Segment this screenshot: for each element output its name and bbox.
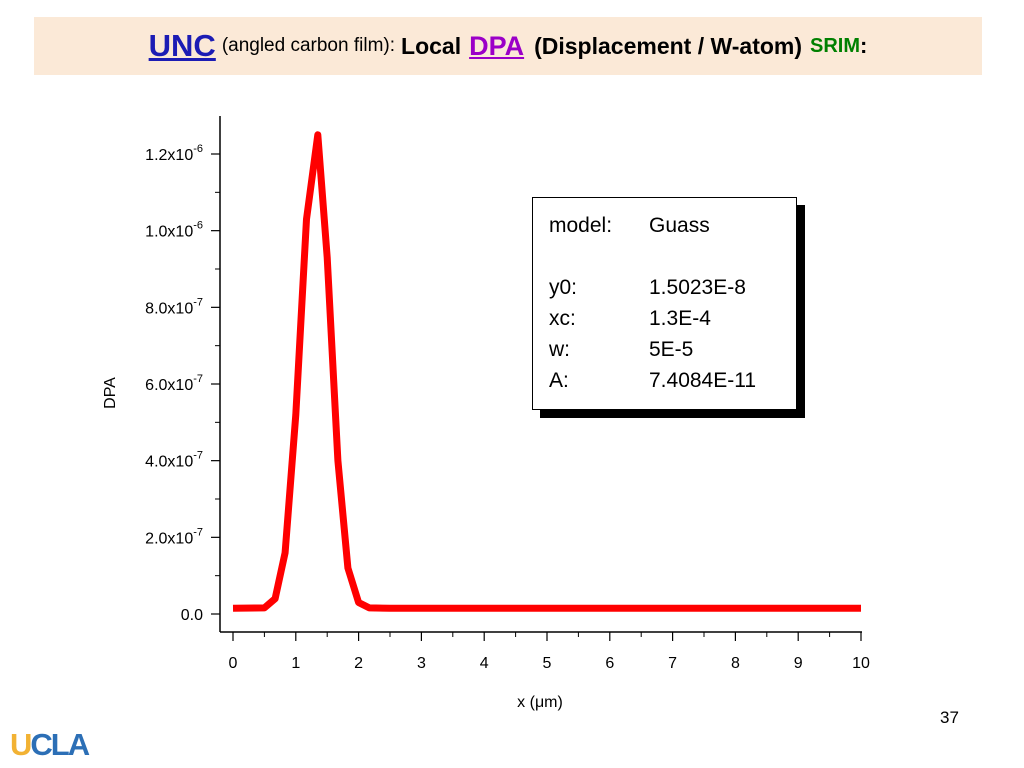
y-tick-label: 0.0 (181, 607, 203, 624)
page-number: 37 (940, 708, 959, 727)
title-colon: : (860, 33, 868, 58)
y-axis-ticks: 0.0 2.0x10-7 4.0x10-7 6.0x10-7 8.0x10-7 1.0x1… (145, 143, 220, 624)
legend-value: 1.3E-4 (649, 307, 711, 330)
title-unc-link[interactable]: UNC (148, 28, 216, 63)
x-tick-label: 5 (543, 655, 552, 672)
legend-key: w: (549, 338, 570, 361)
legend-value: 1.5023E-8 (649, 276, 746, 299)
title-dpa-link[interactable]: DPA (469, 30, 525, 61)
legend-key: xc: (549, 307, 576, 330)
legend-row-w: w: 5E-5 (549, 338, 693, 362)
x-tick-label: 3 (417, 655, 426, 672)
legend-key: A: (549, 369, 569, 392)
fit-parameters-legend: model: Guass y0: 1.5023E-8 xc: 1.3E-4 w:… (532, 197, 797, 410)
legend-value: Guass (649, 214, 710, 237)
x-tick-label: 1 (291, 655, 300, 672)
dpa-curve-line (232, 131, 861, 612)
y-tick-label: 1.0x10-6 (145, 220, 203, 241)
y-tick-label: 4.0x10-7 (145, 450, 203, 471)
y-tick-label: 8.0x10-7 (145, 296, 203, 317)
y-tick-label: 1.2x10-6 (145, 143, 203, 164)
legend-row-model: model: Guass (549, 214, 710, 238)
title-displacement: (Displacement / W-atom) (534, 32, 803, 59)
x-tick-label: 10 (852, 655, 870, 672)
legend-value: 7.4084E-11 (649, 369, 757, 392)
logo-letter: L (50, 727, 70, 762)
x-axis-label: x (μm) (517, 694, 563, 711)
x-tick-label: 8 (731, 655, 740, 672)
logo-letter: A (67, 727, 90, 762)
chart-series (232, 131, 861, 612)
y-axis-label: DPA (102, 377, 119, 409)
legend-key: y0: (549, 276, 578, 299)
x-tick-label: 4 (480, 655, 489, 672)
slide-title: UNC (angled carbon film): Local DPA (Dis… (34, 17, 982, 75)
legend-row-xc: xc: 1.3E-4 (549, 307, 711, 331)
logo-letter: U (10, 727, 32, 762)
logo-letter: C (30, 727, 52, 762)
legend-row-y0: y0: 1.5023E-8 (549, 276, 746, 300)
legend-value: 5E-5 (649, 338, 694, 361)
x-tick-label: 6 (605, 655, 614, 672)
x-tick-label: 9 (794, 655, 803, 672)
title-local: Local (401, 32, 462, 59)
legend-key: model: (549, 214, 613, 237)
y-tick-label: 6.0x10-7 (145, 373, 203, 394)
title-subtitle: (angled carbon film): (221, 35, 396, 56)
title-srim: SRIM (810, 34, 861, 57)
x-tick-label: 2 (354, 655, 363, 672)
legend-row-a: A: 7.4084E-11 (549, 369, 756, 393)
ucla-logo: UCLA (10, 727, 90, 763)
y-tick-label: 2.0x10-7 (145, 526, 203, 547)
x-tick-label: 7 (668, 655, 677, 672)
x-tick-label: 0 (229, 655, 238, 672)
x-axis-ticks: 0 1 2 3 4 5 6 7 8 9 10 (229, 632, 870, 672)
